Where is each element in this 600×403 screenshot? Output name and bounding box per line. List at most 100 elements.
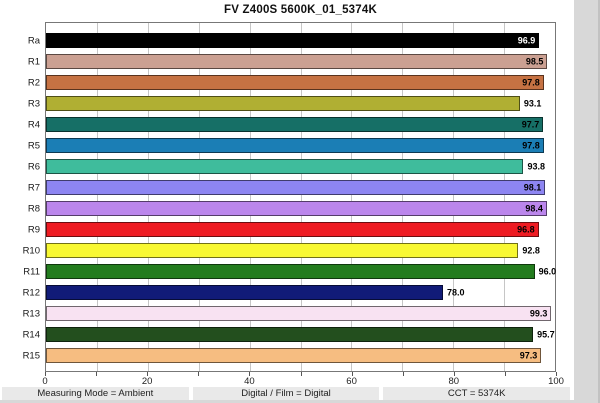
gridline — [504, 23, 506, 371]
axis-tick-label: 100 — [548, 376, 564, 387]
axis-tick — [402, 372, 404, 376]
bar-row: R2 97.8 — [28, 75, 555, 90]
bar — [46, 348, 542, 363]
footer-digital-film: Digital / Film = Digital — [192, 387, 380, 400]
value-label: 96.8 — [517, 224, 535, 234]
bar-row: R3 93.1 — [28, 96, 555, 111]
value-label: 97.3 — [519, 350, 538, 360]
bar — [46, 243, 519, 258]
bar-row: R6 93.8 — [28, 159, 555, 174]
plot-area: Ra 96.9 R1 98.5 R2 97.8 R3 93.1 R4 97.7 R5 97.8 R6 93… — [23, 22, 557, 372]
bar — [46, 327, 534, 342]
bars-layer: Ra 96.9 R1 98.5 R2 97.8 R3 93.1 R4 97.7 R5 97.8 R6 93… — [23, 23, 557, 371]
bar-row: R8 98.4 — [28, 201, 555, 216]
axis-tick — [96, 372, 98, 376]
bar-row: R1 98.5 — [28, 54, 555, 69]
category-label: R6 — [27, 160, 40, 172]
category-label: R15 — [22, 349, 40, 361]
bar-row: R12 78.0 — [23, 285, 555, 300]
axis-tick — [556, 372, 557, 376]
status-footer: Measuring Mode = Ambient Digital / Film … — [2, 387, 571, 400]
axis-tick — [504, 372, 506, 376]
bar-row: R5 97.8 — [28, 138, 555, 153]
axis-tick — [453, 372, 455, 376]
gridline — [249, 23, 251, 371]
bar — [46, 159, 524, 174]
bar — [46, 285, 444, 300]
category-label: R11 — [23, 265, 40, 277]
chart-title: FV Z400S 5600K_01_5374K — [224, 4, 377, 16]
category-label: Ra — [27, 34, 40, 46]
gridline — [453, 23, 455, 371]
bar — [46, 180, 546, 195]
category-label: R9 — [27, 223, 40, 235]
axis-tick-label: 0 — [42, 376, 48, 387]
bar — [46, 306, 552, 321]
category-label: R2 — [27, 76, 40, 88]
bar — [46, 264, 535, 279]
value-label: 96.0 — [538, 266, 557, 276]
axis-tick-label: 60 — [346, 376, 357, 387]
axis-tick-label: 20 — [141, 376, 153, 387]
category-label: R12 — [22, 286, 40, 298]
x-axis-tick-labels: 0 20 40 60 80 100 — [42, 376, 564, 388]
value-label: 98.5 — [525, 56, 544, 66]
category-label: R5 — [27, 139, 40, 151]
bar-row: R11 96.0 — [23, 264, 557, 279]
axis-tick — [249, 372, 251, 376]
bar — [46, 33, 540, 48]
axis-tick-label: 40 — [244, 376, 255, 387]
value-label: 97.7 — [521, 119, 540, 129]
value-label: 95.7 — [537, 329, 555, 339]
category-label: R10 — [22, 244, 40, 256]
gridline — [351, 23, 353, 371]
value-label: 98.1 — [523, 182, 542, 192]
footer-measuring-mode: Measuring Mode = Ambient — [2, 387, 189, 400]
bar-row: R10 92.8 — [23, 243, 555, 258]
gridline — [300, 23, 302, 371]
value-label: 93.8 — [527, 161, 545, 171]
category-label: R7 — [27, 181, 40, 193]
category-label: R13 — [22, 307, 40, 319]
bar-row: R9 96.8 — [28, 222, 555, 237]
category-label: R14 — [22, 328, 40, 340]
category-label: R3 — [27, 97, 40, 109]
bar — [46, 117, 544, 132]
value-label: 97.8 — [522, 140, 540, 150]
value-label: 97.8 — [522, 77, 540, 87]
bar-row: R13 99.3 — [23, 306, 555, 321]
value-label: 92.8 — [522, 245, 540, 255]
gridline — [147, 23, 149, 371]
axis-tick — [351, 372, 353, 376]
axis-tick — [300, 372, 302, 376]
value-label: 98.4 — [525, 203, 543, 213]
category-label: R4 — [27, 118, 40, 130]
bar-row: R14 95.7 — [23, 327, 555, 342]
bar — [46, 138, 544, 153]
gridline — [198, 23, 200, 371]
gridline — [402, 23, 404, 371]
category-label: R8 — [27, 202, 40, 214]
gridline — [96, 23, 98, 371]
bar-row: R4 97.7 — [28, 117, 555, 132]
axis-tick — [147, 372, 149, 376]
chart-figure: FV Z400S 5600K_01_5374K Ra 96.9 R1 98.5 R2 97… — [0, 0, 574, 400]
axis-tick-label: 80 — [448, 376, 460, 387]
value-label: 99.3 — [529, 308, 548, 318]
value-label: 93.1 — [523, 98, 542, 108]
axis-tick — [45, 372, 46, 376]
bar — [46, 201, 547, 216]
bar — [46, 96, 520, 111]
category-label: R1 — [27, 55, 40, 67]
bar-row: R15 97.3 — [23, 348, 555, 363]
window-background-band — [574, 0, 600, 403]
bar — [46, 75, 544, 90]
axis-tick — [198, 372, 200, 376]
bar-row: R7 98.1 — [28, 180, 555, 195]
bar — [46, 222, 539, 237]
value-label: 78.0 — [447, 287, 465, 297]
bar-row: Ra 96.9 — [28, 33, 555, 48]
value-label: 96.9 — [517, 35, 536, 45]
bar — [46, 54, 548, 69]
